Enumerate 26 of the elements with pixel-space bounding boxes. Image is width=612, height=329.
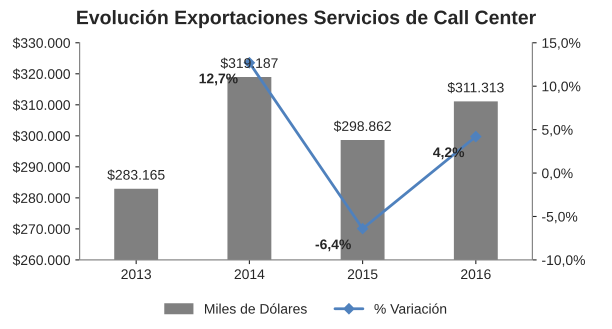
y-tick-label: $290.000: [12, 162, 70, 173]
x-tick-label: 2016: [461, 269, 491, 280]
y2-tick-label: 0,0%: [542, 168, 573, 180]
x-tick-label: 2014: [234, 269, 264, 280]
y2-tick-label: 5,0%: [542, 124, 573, 136]
legend-label: % Variación: [374, 303, 446, 314]
y-tick-label: $270.000: [12, 224, 70, 235]
x-tick-label: 2015: [348, 269, 378, 280]
y2-tick-label: 10,0%: [542, 82, 580, 94]
data-label: $298.862: [334, 120, 391, 132]
data-label: $311.313: [448, 82, 504, 94]
data-label: $283.165: [107, 169, 165, 181]
y-tick-label: $330.000: [12, 38, 70, 49]
chart-title: Evolución Exportaciones Servicios de Call Center: [77, 10, 536, 28]
legend-label: Miles de Dólares: [204, 303, 307, 314]
point: [470, 130, 482, 142]
y2-tick-label: -10,0%: [542, 255, 585, 267]
point: [357, 223, 368, 234]
y2-tick-label: 15,0%: [542, 38, 580, 50]
y2-tick-label: -5,0%: [542, 212, 578, 224]
y-tick-label: $300.000: [12, 130, 70, 142]
y-tick-label: $310.000: [12, 100, 70, 111]
y-tick-label: $280.000: [12, 192, 70, 204]
x-tick-label: 2013: [121, 269, 152, 280]
y-tick-label: $320.000: [12, 68, 70, 80]
y-tick-label: $260.000: [12, 254, 70, 266]
